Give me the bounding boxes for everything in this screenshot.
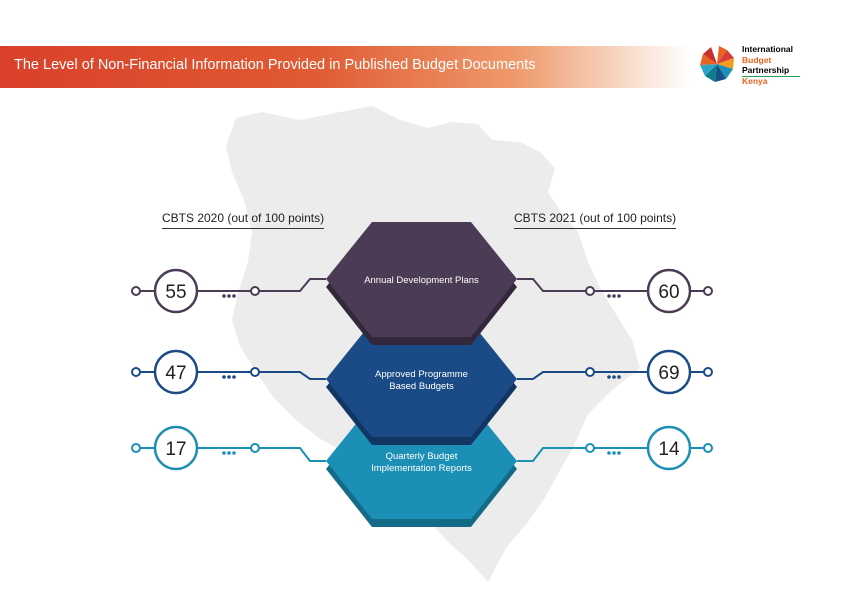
cbts-2020-heading: CBTS 2020 (out of 100 points) — [162, 211, 324, 229]
ellipsis-dot — [607, 375, 611, 379]
ellipsis-dot — [227, 451, 231, 455]
ellipsis-dot — [607, 294, 611, 298]
connector-dot — [704, 287, 712, 295]
connector-dot — [132, 444, 140, 452]
category-label: Based Budgets — [389, 381, 454, 392]
connector-dot — [132, 368, 140, 376]
connector-dot — [132, 287, 140, 295]
ellipsis-dot — [612, 451, 616, 455]
ellipsis-dot — [612, 375, 616, 379]
cbts-2021-heading: CBTS 2021 (out of 100 points) — [514, 211, 676, 229]
ellipsis-dot — [232, 294, 236, 298]
connector-dot — [251, 287, 259, 295]
category-label: Annual Development Plans — [364, 275, 479, 286]
category-label: Approved Programme — [375, 369, 468, 380]
category-label: Quarterly Budget — [386, 451, 458, 462]
ellipsis-dot — [617, 294, 621, 298]
score-2020: 47 — [165, 363, 186, 384]
connector-dot — [251, 444, 259, 452]
connector-dot — [586, 368, 594, 376]
ellipsis-dot — [227, 294, 231, 298]
ellipsis-dot — [227, 375, 231, 379]
score-2020: 55 — [165, 282, 186, 303]
score-2021: 60 — [658, 282, 679, 303]
connector-dot — [586, 444, 594, 452]
connector-dot — [704, 444, 712, 452]
ellipsis-dot — [232, 451, 236, 455]
score-2020: 17 — [165, 439, 186, 460]
score-2021: 14 — [658, 439, 680, 460]
ellipsis-dot — [612, 294, 616, 298]
ellipsis-dot — [607, 451, 611, 455]
ellipsis-dot — [617, 451, 621, 455]
ellipsis-dot — [222, 294, 226, 298]
ellipsis-dot — [617, 375, 621, 379]
connector-dot — [586, 287, 594, 295]
ellipsis-dot — [222, 451, 226, 455]
connector-dot — [704, 368, 712, 376]
score-2021: 69 — [658, 363, 679, 384]
ellipsis-dot — [232, 375, 236, 379]
category-label: Implementation Reports — [371, 463, 472, 474]
connector-dot — [251, 368, 259, 376]
ellipsis-dot — [222, 375, 226, 379]
